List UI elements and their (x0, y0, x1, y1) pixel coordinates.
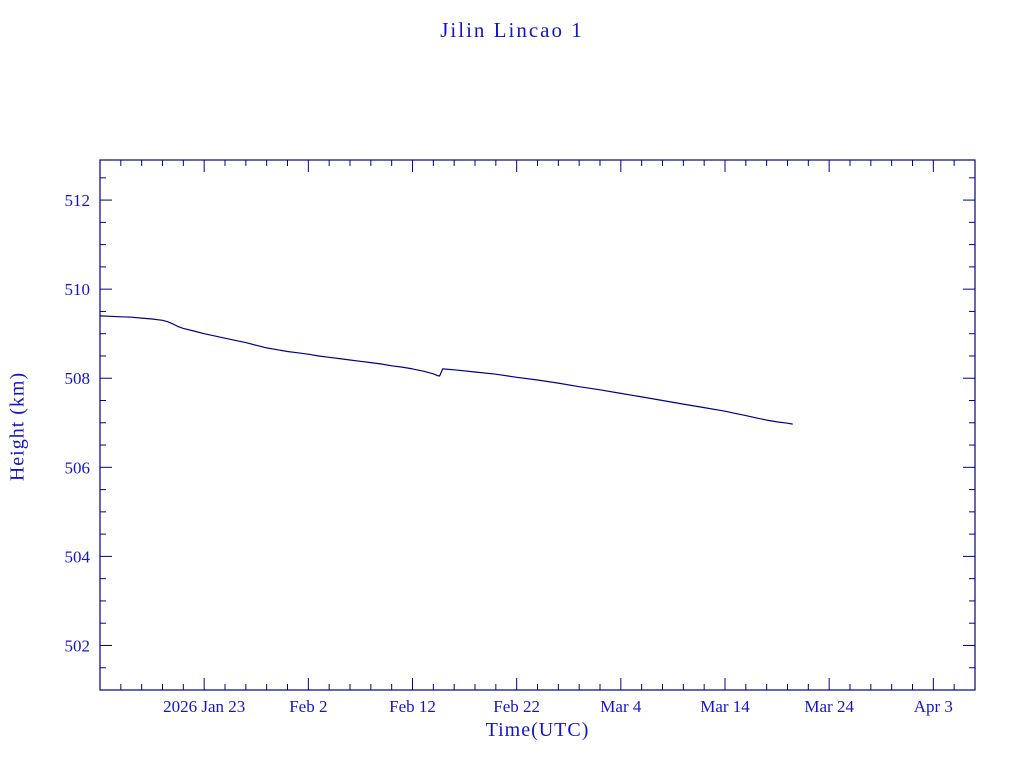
x-tick-label: 2026 Jan 23 (163, 697, 245, 716)
plot-frame (99, 159, 976, 691)
y-tick-label: 510 (65, 280, 91, 299)
y-tick-label: 506 (65, 458, 91, 477)
x-tick-label: Apr 3 (914, 697, 953, 716)
y-tick-label: 508 (65, 369, 91, 388)
y-tick-label: 504 (65, 547, 91, 566)
height-series-line (99, 315, 793, 425)
x-tick-label: Feb 22 (493, 697, 540, 716)
x-tick-label: Mar 4 (600, 697, 642, 716)
y-tick-label: 512 (65, 191, 91, 210)
x-tick-label: Feb 12 (389, 697, 436, 716)
x-tick-label: Mar 24 (804, 697, 854, 716)
x-axis-label: Time(UTC) (485, 719, 590, 741)
x-tick-label: Feb 2 (289, 697, 327, 716)
y-tick-label: 502 (65, 636, 91, 655)
x-tick-label: Mar 14 (700, 697, 750, 716)
chart-title: Jilin Lincao 1 (440, 18, 584, 42)
